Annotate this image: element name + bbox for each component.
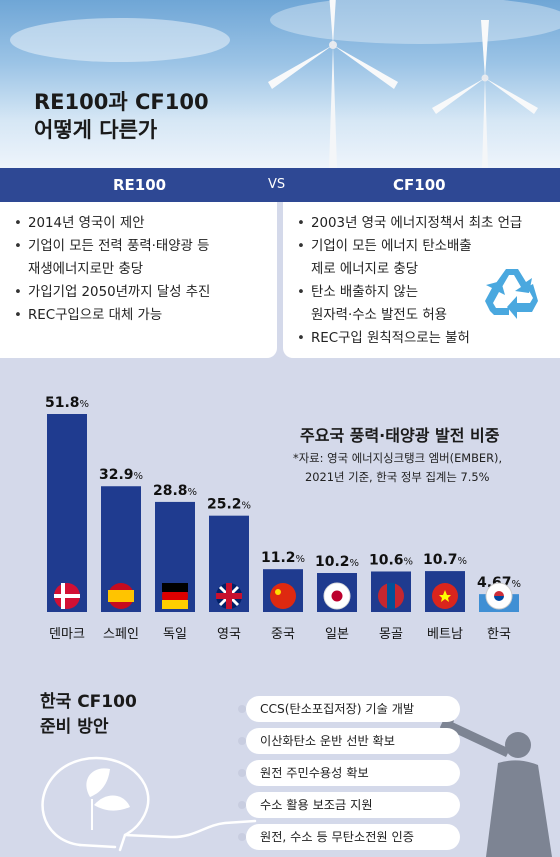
- flag-icon: [270, 583, 296, 609]
- re100-item: 가입기업 2050년까지 달성 추진: [14, 281, 277, 304]
- unit-label: %: [512, 579, 522, 590]
- category-label: 일본: [325, 627, 349, 642]
- bar-value-label: 10.6%: [369, 552, 413, 568]
- plan-item: 이산화탄소 운반 선반 확보: [238, 728, 460, 754]
- bottom-title-line-1: 한국 CF100: [40, 692, 137, 712]
- hero-banner: RE100과 CF100 어떻게 다른가: [0, 0, 560, 168]
- cf100-item-text: 2003년 영국 에너지정책서 최초 언급: [311, 216, 523, 231]
- re100-item-text: 가입기업 2050년까지 달성 추진: [28, 285, 211, 300]
- re100-item-text: REC구입으로 대체 가능: [28, 308, 163, 323]
- category-label: 몽골: [379, 627, 403, 642]
- wind-turbine-illustration: [10, 0, 560, 168]
- bar-value-label: 11.2%: [261, 550, 305, 566]
- chart-note-line-1: *자료: 영국 에너지싱크탱크 엠버(EMBER),: [293, 451, 503, 465]
- title-line-2: 어떻게 다른가: [34, 118, 158, 142]
- lightbulb-plant-icon: [41, 756, 257, 852]
- unit-label: %: [242, 501, 252, 512]
- category-label: 독일: [163, 627, 187, 642]
- plan-item: CCS(탄소포집저장) 기술 개발: [238, 696, 460, 722]
- bar-value-label: 25.2%: [207, 497, 251, 513]
- flag-icon: [378, 583, 404, 609]
- flag-icon: [54, 583, 80, 609]
- unit-label: %: [80, 399, 90, 410]
- bar-value-label: 28.8%: [153, 483, 197, 499]
- plan-item: 원전 주민수용성 확보: [238, 760, 460, 786]
- unit-label: %: [188, 487, 198, 498]
- flag-icon: [432, 583, 458, 609]
- re100-item: 2014년 영국이 제안: [14, 212, 277, 235]
- re100-heading: RE100: [113, 176, 167, 194]
- flag-icon: [216, 583, 242, 609]
- category-label: 중국: [271, 627, 295, 642]
- bar-value-label: 10.2%: [315, 554, 359, 570]
- cf100-item: 2003년 영국 에너지정책서 최초 언급: [297, 212, 560, 235]
- wind-solar-share-chart: 51.8% 덴마크 32.9% 스페인 28.8% 독일 25.2% 영국 11.2% 중국 10.…: [45, 395, 522, 642]
- plan-item: 수소 활용 보조금 지원: [238, 792, 460, 818]
- flag-icon: [485, 582, 513, 610]
- chart-title: 주요국 풍력·태양광 발전 비중: [300, 426, 500, 445]
- chart-source-note: *자료: 영국 에너지싱크탱크 엠버(EMBER), 2021년 기준, 한국 …: [293, 449, 555, 487]
- recycle-icon: [485, 269, 538, 319]
- unit-label: %: [296, 554, 306, 565]
- category-label: 덴마크: [49, 627, 85, 642]
- vs-label: VS: [268, 177, 286, 192]
- cf100-item-text: 제로 에너지로 충당: [311, 262, 419, 277]
- re100-item-text: 2014년 영국이 제안: [28, 216, 145, 231]
- cf100-heading: CF100: [393, 176, 446, 194]
- category-label: 스페인: [103, 627, 139, 642]
- category-label: 한국: [487, 627, 511, 642]
- re100-item-text: 기업이 모든 전력 풍력·태양광 등: [28, 239, 210, 254]
- unit-label: %: [404, 556, 414, 567]
- unit-label: %: [458, 556, 468, 567]
- man-with-telescope-illustration: [440, 716, 552, 857]
- bottom-title: 한국 CF100 준비 방안: [40, 690, 137, 740]
- unit-label: %: [350, 558, 360, 569]
- title-line-1: RE100과 CF100: [34, 90, 209, 114]
- flag-icon: [162, 583, 188, 609]
- comparison-header: RE100 VS CF100: [0, 168, 560, 202]
- cf100-item-text: 기업이 모든 에너지 탄소배출: [311, 239, 472, 254]
- flag-icon: [323, 582, 351, 610]
- cf100-item: REC구입 원칙적으로는 불허: [297, 327, 560, 350]
- plan-item: 원전, 수소 등 무탄소전원 인증: [238, 824, 460, 850]
- unit-label: %: [134, 471, 144, 482]
- cf100-item-text: 원자력·수소 발전도 허용: [311, 308, 447, 323]
- re100-item: REC구입으로 대체 가능: [14, 304, 277, 327]
- bottom-title-line-2: 준비 방안: [40, 717, 109, 737]
- re100-item-text: 재생에너지로만 충당: [28, 262, 144, 277]
- bar-value-label: 51.8%: [45, 395, 89, 411]
- flag-icon: [108, 583, 134, 609]
- bar-value-label: 10.7%: [423, 552, 467, 568]
- cf100-item-text: 탄소 배출하지 않는: [311, 285, 419, 300]
- chart-note-line-2: 2021년 기준, 한국 정부 집계는 7.5%: [305, 470, 490, 484]
- page-title: RE100과 CF100 어떻게 다른가: [34, 88, 209, 144]
- category-label: 베트남: [427, 627, 463, 642]
- bar: [47, 414, 87, 612]
- category-label: 영국: [217, 627, 241, 642]
- cf100-item-text: REC구입 원칙적으로는 불허: [311, 331, 470, 346]
- bar-value-label: 32.9%: [99, 467, 143, 483]
